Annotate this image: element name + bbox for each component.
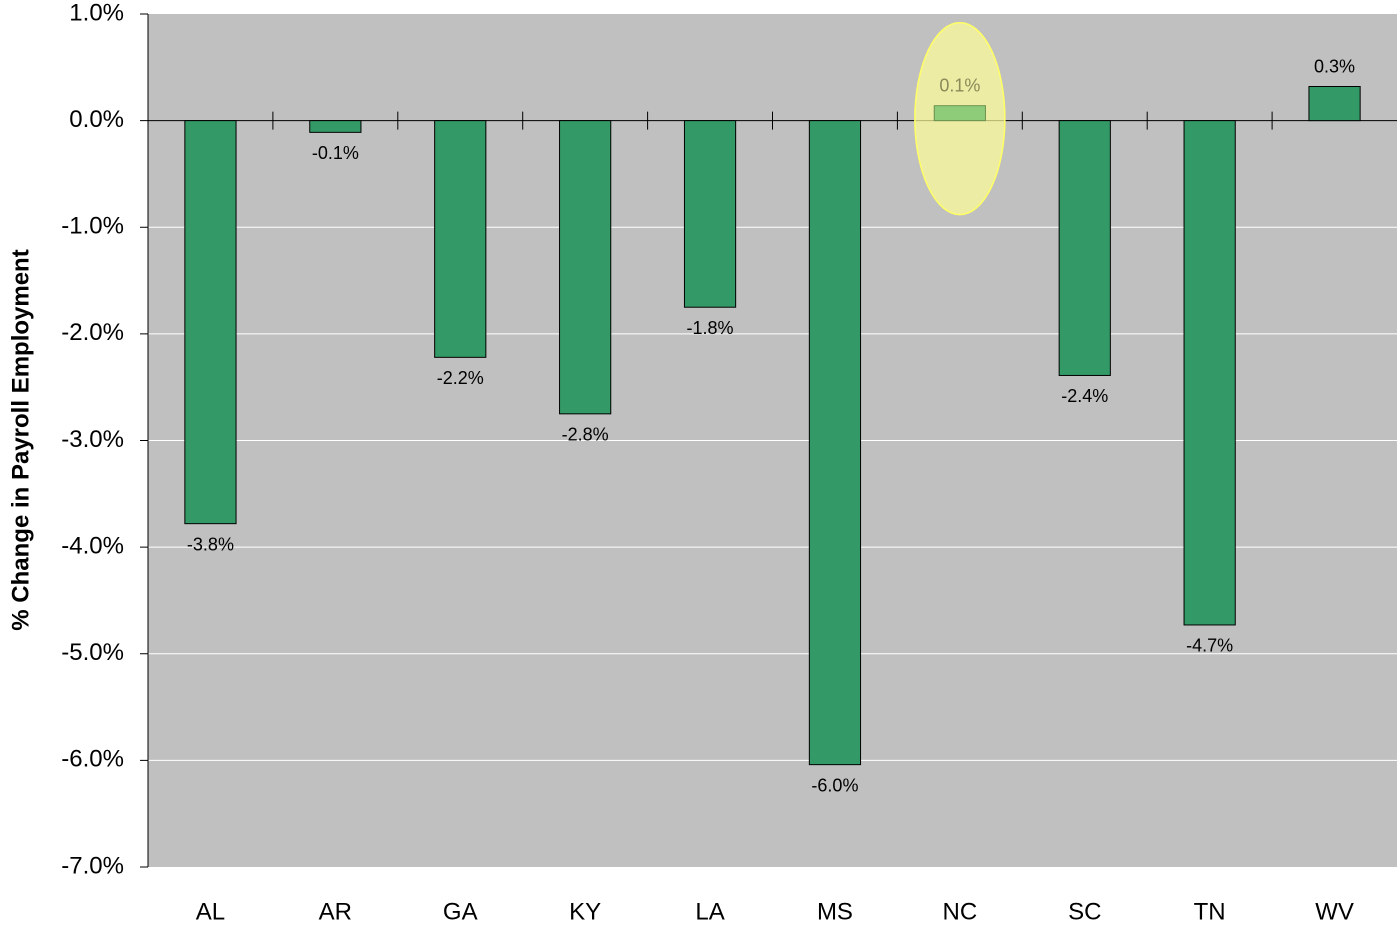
y-tick-label: -6.0% (61, 746, 124, 773)
bar (184, 120, 237, 525)
data-label: 0.1% (939, 75, 980, 95)
bar (434, 120, 487, 358)
bar (808, 120, 862, 766)
data-label: -1.8% (687, 318, 734, 338)
x-tick-label: AL (196, 898, 225, 925)
y-tick-label: 0.0% (69, 106, 124, 133)
data-label: -6.0% (811, 775, 858, 795)
bar (1183, 120, 1236, 626)
bar (1308, 86, 1361, 122)
y-tick-label: -2.0% (61, 319, 124, 346)
x-tick-label: MS (817, 898, 853, 925)
y-tick-label: -3.0% (61, 426, 124, 453)
y-axis-label: % Change in Payroll Employment (7, 249, 34, 630)
data-label: -3.8% (187, 534, 234, 554)
bar (1058, 120, 1111, 376)
x-tick-label: NC (943, 898, 978, 925)
data-label: -2.2% (437, 368, 484, 388)
x-tick-label: GA (443, 898, 478, 925)
data-label: -0.1% (312, 143, 359, 163)
y-tick-label: 1.0% (69, 0, 124, 26)
data-label: -4.7% (1186, 636, 1233, 656)
x-tick-label: KY (569, 898, 601, 925)
bar (309, 120, 362, 133)
data-label: 0.3% (1314, 56, 1355, 76)
x-tick-label: WV (1315, 898, 1354, 925)
y-tick-label: -1.0% (61, 213, 124, 240)
y-tick-label: -5.0% (61, 639, 124, 666)
bar (933, 105, 986, 122)
x-tick-label: AR (319, 898, 352, 925)
x-tick-label: SC (1068, 898, 1101, 925)
x-tick-label: TN (1194, 898, 1226, 925)
x-tick-label: LA (695, 898, 724, 925)
bar (559, 120, 612, 415)
y-tick-label: -7.0% (61, 852, 124, 879)
y-tick-label: -4.0% (61, 532, 124, 559)
data-label: -2.4% (1061, 386, 1108, 406)
bar (683, 120, 737, 308)
data-label: -2.8% (562, 425, 609, 445)
